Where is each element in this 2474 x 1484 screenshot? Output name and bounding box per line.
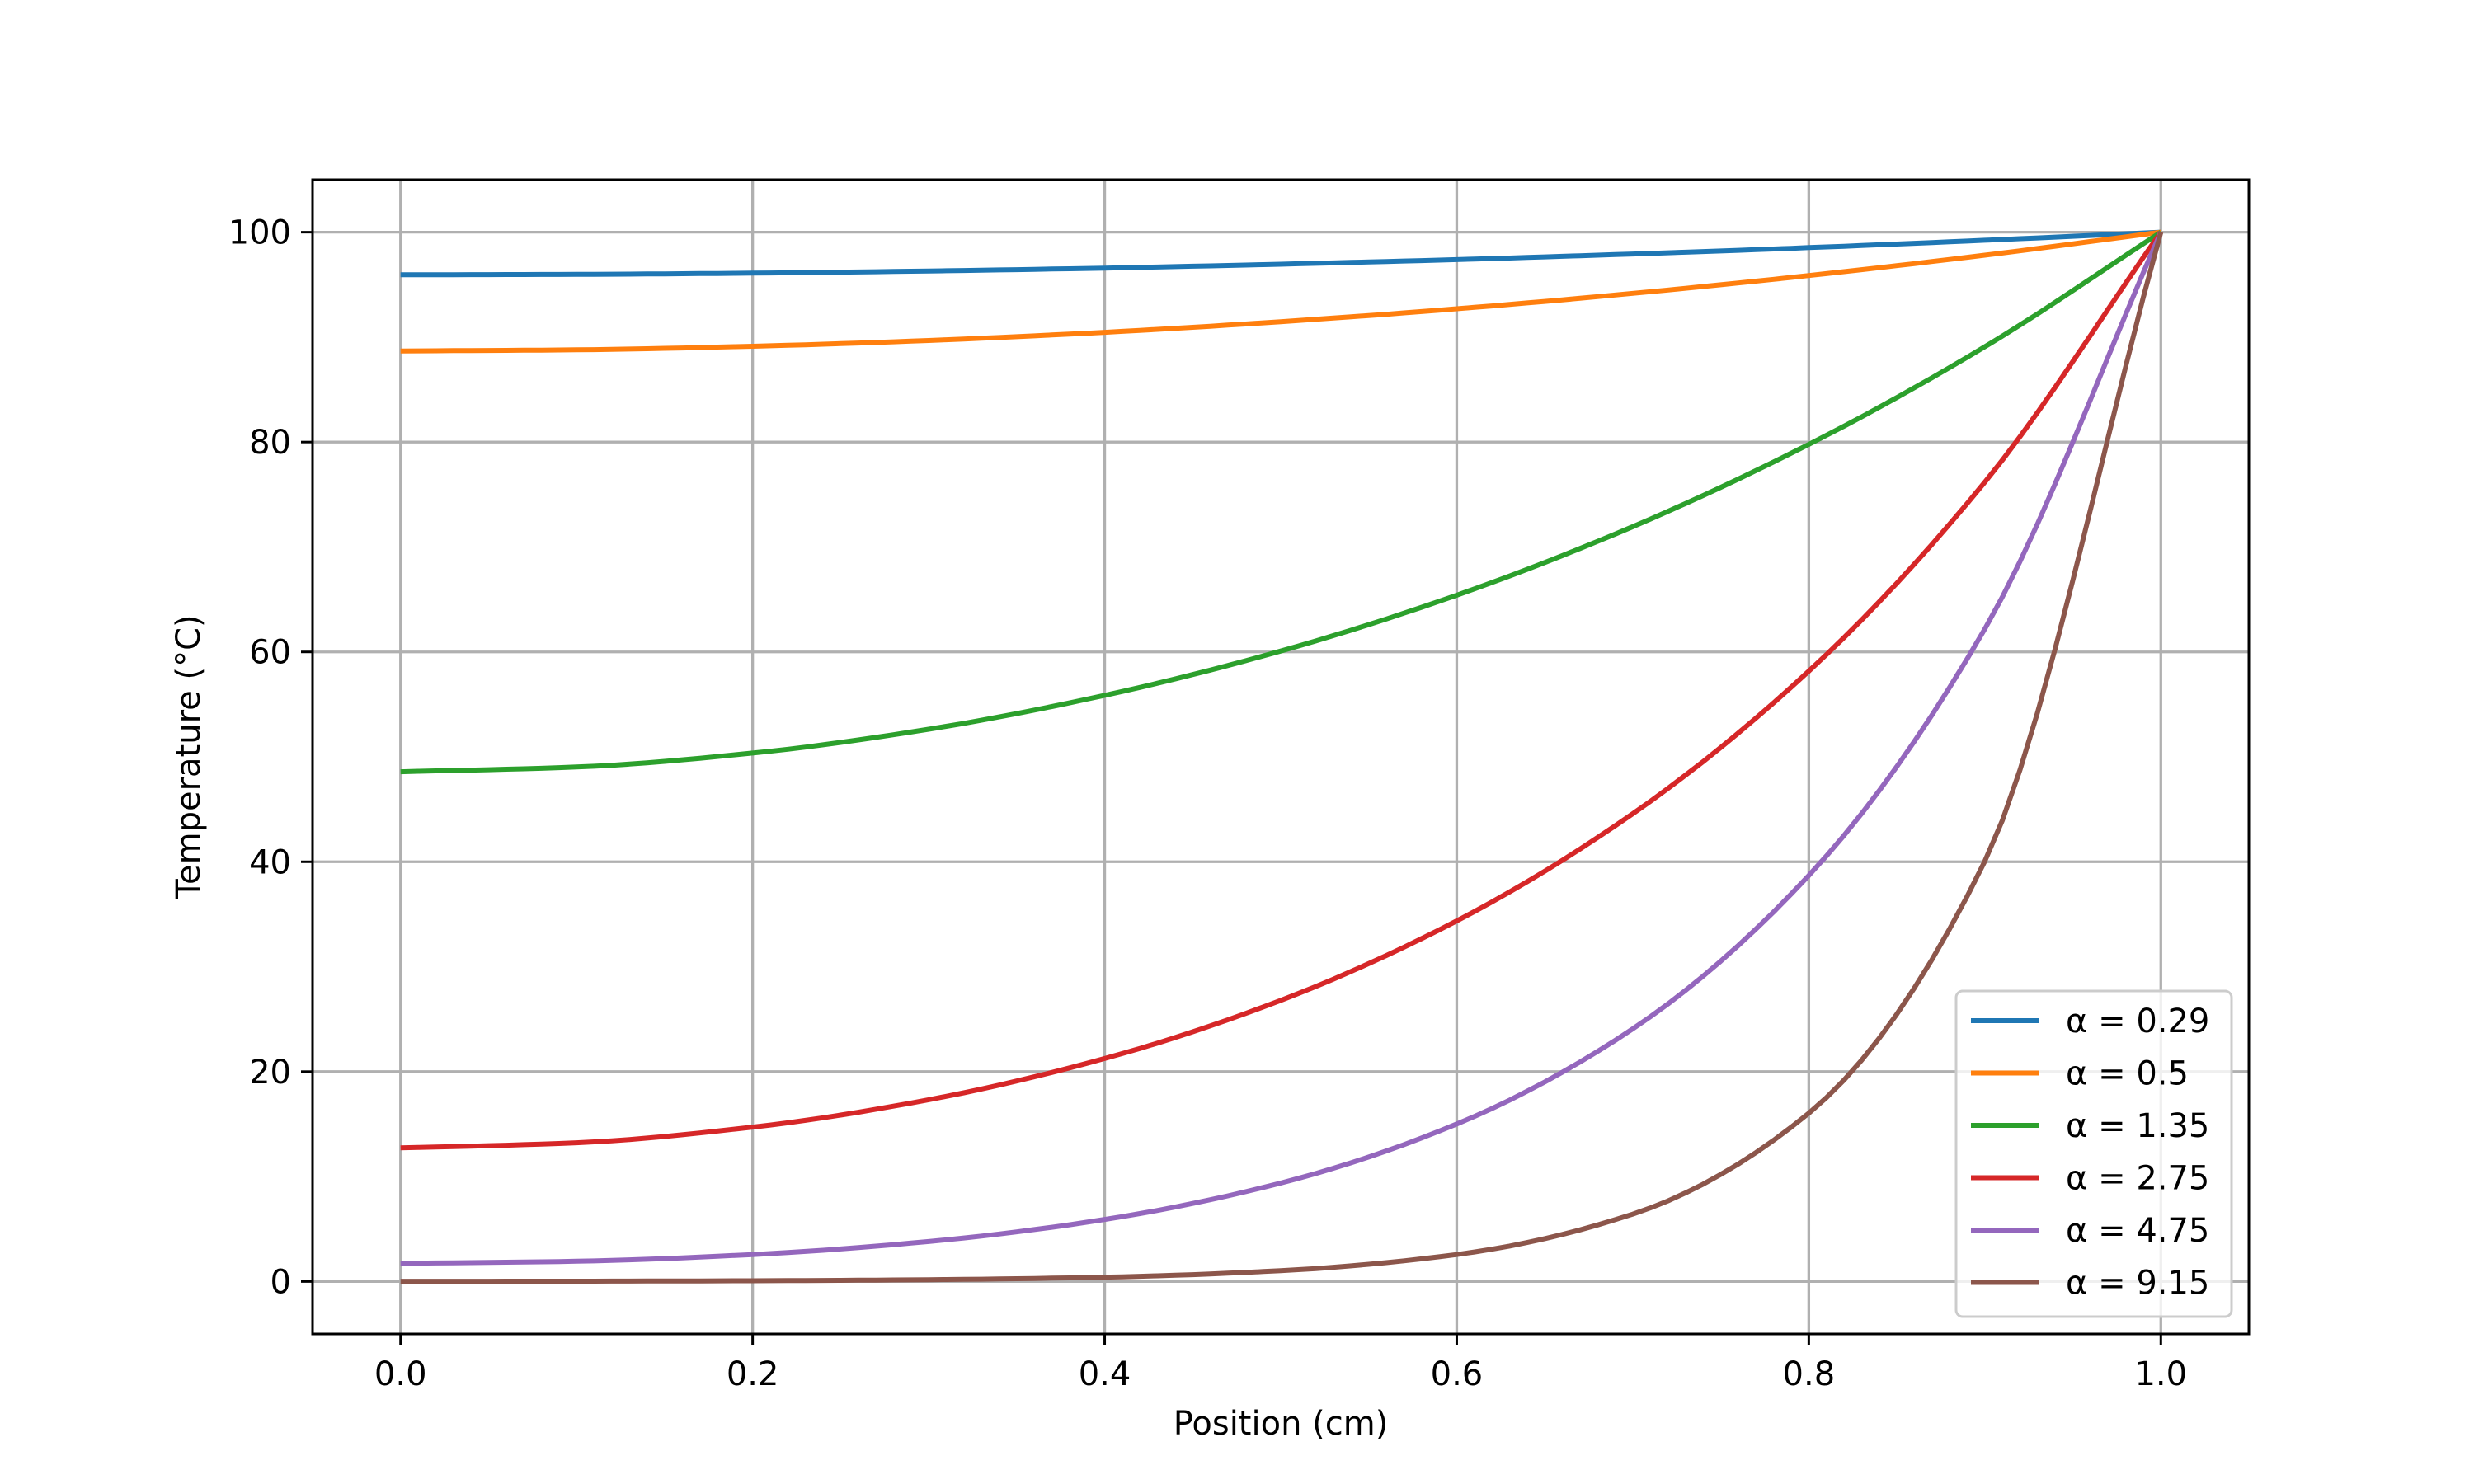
y-tick-label: 80 xyxy=(249,424,291,462)
y-tick-label: 20 xyxy=(249,1054,291,1092)
x-tick-label: 0.2 xyxy=(727,1355,779,1393)
legend-label: α = 2.75 xyxy=(2066,1160,2209,1198)
series-lines xyxy=(400,229,2164,1284)
y-tick-label: 100 xyxy=(228,214,291,252)
series-line xyxy=(400,229,2161,278)
x-axis-label: Position (cm) xyxy=(1174,1405,1389,1443)
y-tick-label: 40 xyxy=(249,843,291,881)
series-line xyxy=(400,231,2164,1284)
series-line xyxy=(400,231,2164,1266)
x-axis-ticks: 0.0 0.2 0.4 0.6 0.8 1.0 xyxy=(374,1334,2187,1393)
series-line xyxy=(400,229,2161,354)
legend-label: α = 1.35 xyxy=(2066,1107,2209,1145)
x-tick-label: 0.6 xyxy=(1431,1355,1484,1393)
y-axis-ticks: 0 20 40 60 80 100 xyxy=(228,214,313,1301)
x-tick-label: 1.0 xyxy=(2134,1355,2187,1393)
series-line xyxy=(400,230,2163,1151)
y-axis-label: Temperature (°C) xyxy=(170,614,208,899)
legend-label: α = 4.75 xyxy=(2066,1212,2209,1250)
legend-label: α = 0.5 xyxy=(2066,1055,2189,1093)
legend-label: α = 0.29 xyxy=(2066,1003,2209,1040)
legend: α = 0.29 α = 0.5 α = 1.35 α = 2.75 α = 4.75 α… xyxy=(1954,989,2233,1318)
y-tick-label: 0 xyxy=(270,1263,291,1301)
x-tick-label: 0.0 xyxy=(374,1355,427,1393)
y-tick-label: 60 xyxy=(249,634,291,672)
legend-label: α = 9.15 xyxy=(2066,1265,2209,1303)
series-line xyxy=(400,230,2162,775)
x-tick-label: 0.4 xyxy=(1079,1355,1131,1393)
axes-frame xyxy=(311,178,2251,1336)
x-tick-label: 0.8 xyxy=(1783,1355,1836,1393)
